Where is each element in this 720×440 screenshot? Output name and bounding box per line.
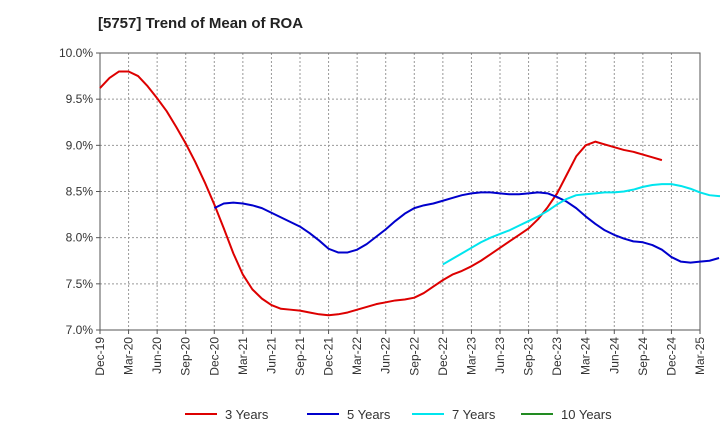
y-tick-label: 7.5%	[66, 277, 94, 291]
x-tick-label: Mar-25	[693, 337, 707, 375]
x-tick-label: Dec-24	[664, 337, 678, 376]
series-line-3-years	[99, 70, 663, 317]
legend: 3 Years 5 Years 7 Years 10 Years	[185, 407, 612, 422]
x-tick-label: Sep-21	[293, 337, 307, 376]
x-tick-label: Sep-20	[179, 337, 193, 376]
x-tick-label: Jun-20	[150, 337, 164, 374]
x-tick-label: Dec-23	[550, 337, 564, 376]
x-tick-label: Jun-21	[264, 337, 278, 374]
y-tick-label: 9.0%	[66, 138, 94, 152]
x-tick-label: Jun-23	[493, 337, 507, 374]
grid-lines	[100, 53, 700, 330]
y-tick-label: 7.0%	[66, 323, 94, 337]
x-tick-label: Dec-19	[93, 337, 107, 376]
x-tick-label: Mar-23	[464, 337, 478, 375]
x-axis-ticks: Dec-19 Mar-20 Jun-20 Sep-20 Dec-20 Mar-21 Jun-…	[93, 330, 707, 376]
legend-label-7-years: 7 Years	[452, 407, 496, 422]
x-tick-label: Jun-22	[379, 337, 393, 374]
chart-title: [5757] Trend of Mean of ROA	[98, 15, 303, 32]
series-line-7-years	[442, 183, 720, 266]
x-tick-label: Dec-22	[436, 337, 450, 376]
x-tick-label: Sep-24	[636, 337, 650, 376]
x-tick-label: Sep-22	[407, 337, 421, 376]
x-tick-label: Mar-24	[579, 337, 593, 375]
series-lines	[99, 70, 720, 317]
legend-label-5-years: 5 Years	[347, 407, 391, 422]
y-tick-label: 9.5%	[66, 92, 94, 106]
x-tick-label: Dec-21	[322, 337, 336, 376]
x-tick-label: Mar-22	[350, 337, 364, 375]
x-tick-label: Dec-20	[207, 337, 221, 376]
y-tick-label: 8.0%	[66, 231, 94, 245]
legend-label-3-years: 3 Years	[225, 407, 269, 422]
y-axis-ticks: 7.0% 7.5% 8.0% 8.5% 9.0% 9.5% 10.0%	[59, 46, 100, 337]
x-tick-label: Jun-24	[607, 337, 621, 374]
x-tick-label: Sep-23	[522, 337, 536, 376]
x-tick-label: Mar-20	[122, 337, 136, 375]
series-line-5-years	[213, 191, 720, 264]
y-tick-label: 10.0%	[59, 46, 93, 60]
legend-label-10-years: 10 Years	[561, 407, 612, 422]
x-tick-label: Mar-21	[236, 337, 250, 375]
y-tick-label: 8.5%	[66, 185, 94, 199]
